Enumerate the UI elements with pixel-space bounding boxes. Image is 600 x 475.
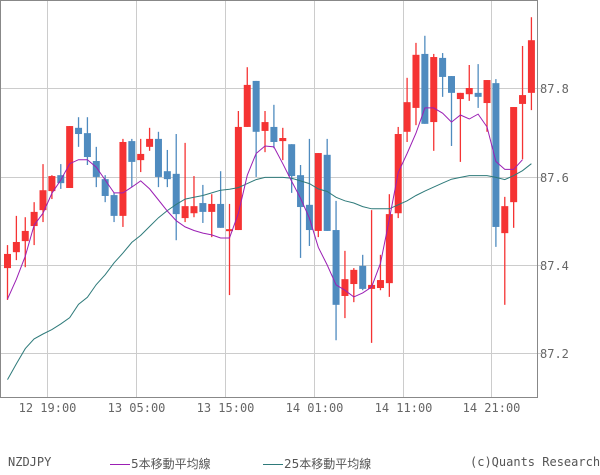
credit-label: (c)Quants Research — [470, 455, 600, 469]
ma5-swatch — [110, 464, 130, 465]
y-tick-label: 87.8 — [540, 81, 569, 96]
x-tick-label: 14 21:00 — [462, 401, 521, 415]
x-tick-label: 14 11:00 — [374, 401, 433, 415]
legend-ma25-label: 25本移動平均線 — [284, 457, 372, 471]
candlesticks — [4, 17, 535, 343]
ma25-swatch — [263, 464, 283, 465]
legend-ma5-label: 5本移動平均線 — [131, 457, 211, 471]
symbol-label: NZDJPY — [8, 455, 52, 469]
ma25-line — [7, 163, 532, 380]
plot-frame — [0, 0, 538, 398]
legend-ma25: 25本移動平均線 — [263, 455, 371, 472]
y-tick-label: 87.4 — [540, 258, 569, 273]
grid-lines — [0, 0, 542, 398]
y-tick-label: 87.2 — [540, 346, 569, 361]
legend-ma5: 5本移動平均線 — [110, 455, 211, 472]
x-tick-label: 13 05:00 — [107, 401, 166, 415]
x-tick-label: 14 01:00 — [285, 401, 344, 415]
x-tick-label: 12 19:00 — [18, 401, 77, 415]
x-tick-label: 13 15:00 — [196, 401, 255, 415]
y-tick-label: 87.6 — [540, 170, 569, 185]
ma5-line — [7, 107, 523, 300]
